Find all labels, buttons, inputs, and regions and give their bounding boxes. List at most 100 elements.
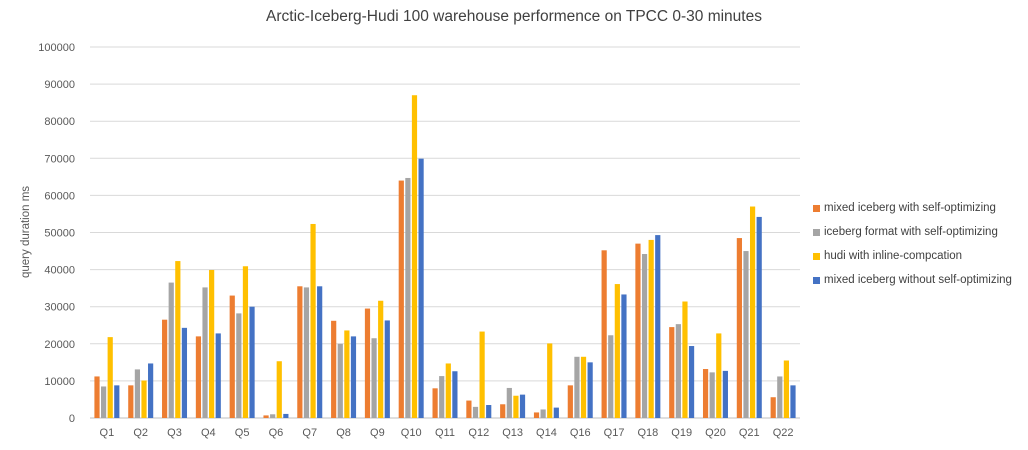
bar	[722, 370, 728, 418]
x-tick-label: Q4	[201, 427, 216, 439]
y-tick-label: 100000	[38, 42, 75, 54]
bar	[263, 415, 269, 418]
bar	[134, 369, 141, 418]
bar	[479, 331, 485, 418]
bar	[168, 282, 174, 418]
bar	[682, 301, 688, 418]
bar	[506, 387, 512, 418]
bar	[297, 286, 303, 418]
bar	[513, 395, 519, 418]
bar	[270, 414, 276, 418]
x-tick-label: Q20	[705, 427, 726, 439]
bar	[276, 361, 282, 418]
x-tick-label: Q6	[269, 427, 284, 439]
bar	[331, 320, 337, 418]
bar	[641, 254, 648, 418]
bar	[466, 400, 472, 418]
bar	[405, 177, 411, 418]
x-tick-label: Q11	[435, 427, 455, 439]
bar	[439, 376, 445, 418]
legend-swatch	[813, 252, 820, 260]
bar	[378, 300, 384, 418]
bar	[128, 385, 134, 418]
bar	[452, 371, 458, 418]
x-tick-label: Q21	[739, 427, 760, 439]
bar	[547, 343, 553, 418]
bar	[236, 313, 242, 418]
bar	[472, 406, 479, 418]
y-tick-label: 10000	[44, 376, 75, 388]
bar	[533, 412, 540, 418]
bar	[702, 369, 709, 418]
x-tick-label: Q13	[502, 427, 523, 439]
legend-label: hudi with inline-compcation	[824, 250, 963, 262]
x-tick-label: Q12	[468, 427, 489, 439]
bar	[621, 294, 627, 418]
bar	[398, 180, 404, 418]
bar	[384, 320, 390, 418]
bar	[94, 376, 100, 418]
bar	[608, 335, 614, 418]
bar	[777, 376, 783, 418]
legend-swatch	[813, 204, 820, 212]
bar	[587, 362, 593, 418]
x-tick-label: Q16	[570, 427, 591, 439]
y-tick-label: 60000	[44, 190, 75, 202]
bar	[749, 206, 756, 418]
bar	[790, 385, 796, 418]
bar	[107, 337, 113, 418]
bar	[283, 413, 289, 418]
bar	[195, 336, 202, 418]
bar	[574, 356, 580, 418]
legend-swatch	[813, 228, 820, 236]
bar	[344, 330, 350, 418]
bar	[337, 343, 343, 418]
x-tick-label: Q19	[671, 427, 692, 439]
bar	[567, 385, 573, 418]
x-tick-label: Q14	[536, 427, 557, 439]
legend: mixed iceberg with self-optimizing icebe…	[813, 196, 1012, 292]
legend-swatch	[813, 276, 820, 284]
y-tick-label: 50000	[44, 228, 75, 240]
legend-item-iceberg-format-self-optimizing: iceberg format with self-optimizing	[813, 220, 1012, 244]
chart-title: Arctic-Iceberg-Hudi 100 warehouse perfor…	[266, 8, 762, 25]
x-tick-label: Q5	[235, 427, 250, 439]
bar	[688, 346, 695, 418]
y-tick-label: 30000	[44, 302, 75, 314]
bar	[770, 397, 776, 418]
bar	[215, 333, 221, 418]
bar	[229, 295, 235, 418]
bar	[371, 338, 377, 418]
bar	[519, 394, 526, 418]
bar	[716, 333, 722, 418]
bar	[411, 95, 418, 418]
bar	[418, 158, 424, 418]
bar	[669, 327, 675, 418]
legend-label: mixed iceberg with self-optimizing	[824, 202, 996, 214]
bar	[364, 308, 371, 418]
bar	[736, 238, 742, 418]
x-tick-label: Q3	[167, 427, 182, 439]
bar	[445, 363, 451, 418]
bar	[486, 405, 492, 418]
bar	[317, 286, 323, 418]
x-tick-label: Q10	[401, 427, 422, 439]
y-tick-label: 0	[69, 413, 75, 425]
x-tick-label: Q1	[100, 427, 115, 439]
bar	[601, 250, 607, 418]
bar	[162, 319, 168, 418]
bar	[114, 385, 120, 418]
y-tick-label: 90000	[44, 79, 75, 91]
bar	[141, 380, 147, 418]
bar	[181, 327, 188, 418]
legend-item-mixed-iceberg-without-self-optimizing: mixed iceberg without self-optimizing	[813, 268, 1012, 292]
legend-item-mixed-iceberg-self-optimizing: mixed iceberg with self-optimizing	[813, 196, 1012, 220]
bar	[175, 261, 181, 418]
y-axis-label: query duration ms	[20, 186, 32, 278]
bar	[310, 223, 316, 418]
bar	[709, 372, 715, 418]
bar	[783, 360, 789, 418]
x-tick-label: Q7	[302, 427, 317, 439]
